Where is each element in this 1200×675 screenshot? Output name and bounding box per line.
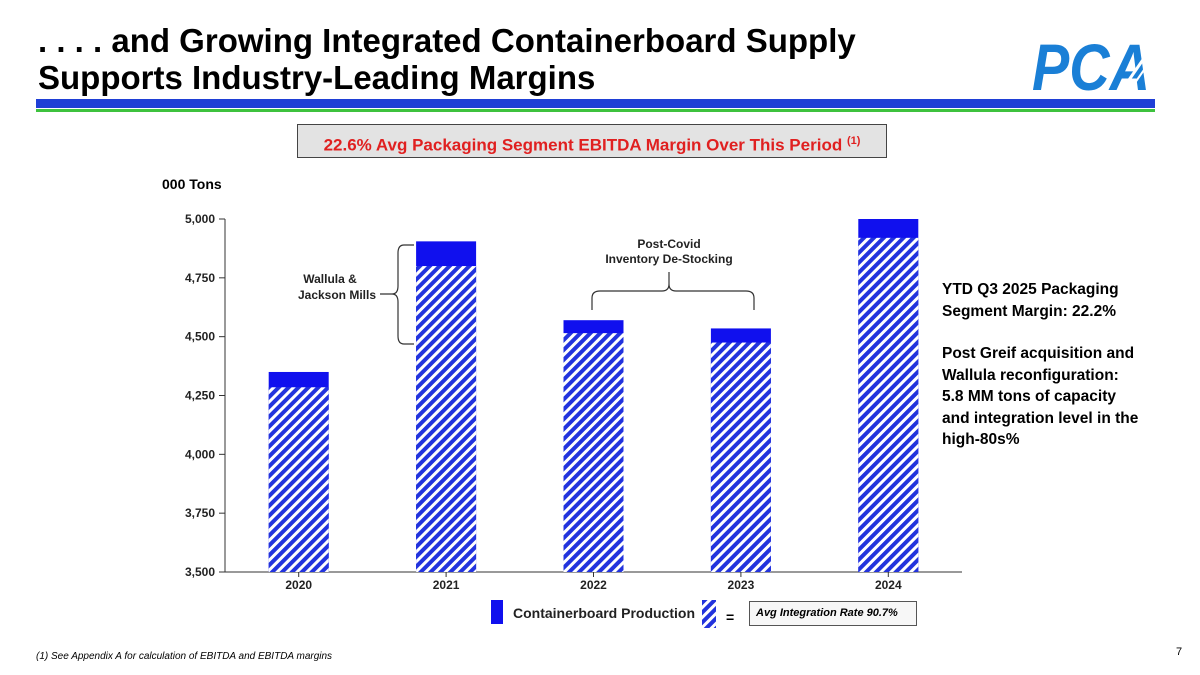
bar-integration-2023 xyxy=(710,342,771,572)
y-axis-unit-label: 000 Tons xyxy=(162,176,222,192)
y-tick-label: 3,500 xyxy=(185,565,215,579)
page-title: . . . . and Growing Integrated Container… xyxy=(38,22,856,96)
logo-swoosh-2 xyxy=(1129,43,1162,91)
bar-integration-2022 xyxy=(563,333,624,572)
legend-swatch-integration xyxy=(702,600,716,628)
annotation-destocking-brace xyxy=(591,272,755,310)
title-rule-blue xyxy=(36,99,1155,108)
logo-text: PCA xyxy=(1032,32,1150,96)
legend-equals-sign: = xyxy=(726,609,735,625)
side-text-greif: Post Greif acquisition and Wallula recon… xyxy=(942,345,1139,448)
title-rule-green xyxy=(36,109,1155,112)
annotation-wallula-line1: Wallula & xyxy=(303,272,357,286)
side-text-margin: YTD Q3 2025 Packaging Segment Margin: 22… xyxy=(942,281,1119,320)
y-tick-label: 4,750 xyxy=(185,271,215,285)
title-line-2: Supports Industry-Leading Margins xyxy=(38,59,596,96)
x-tick-label-2022: 2022 xyxy=(580,578,607,592)
y-tick-label: 4,250 xyxy=(185,389,215,403)
bar-integration-2020 xyxy=(268,387,329,572)
y-tick-label: 4,500 xyxy=(185,330,215,344)
banner-text: 22.6% Avg Packaging Segment EBITDA Margi… xyxy=(323,135,843,155)
side-commentary: YTD Q3 2025 Packaging Segment Margin: 22… xyxy=(942,279,1142,451)
bar-integration-2021 xyxy=(416,266,477,572)
x-tick-label-2021: 2021 xyxy=(433,578,460,592)
annotation-destocking-line2: Inventory De-Stocking xyxy=(605,252,732,266)
x-tick-label-2023: 2023 xyxy=(728,578,755,592)
pca-logo: PCA xyxy=(1030,32,1162,96)
margin-banner: 22.6% Avg Packaging Segment EBITDA Margi… xyxy=(297,124,887,158)
legend-swatch-production xyxy=(491,600,503,624)
annotation-wallula-brace xyxy=(380,244,414,345)
bar-integration-2024 xyxy=(858,237,919,572)
annotation-wallula-line2: Jackson Mills xyxy=(298,288,376,302)
logo-swoosh xyxy=(1120,37,1160,91)
y-tick-label: 3,750 xyxy=(185,506,215,520)
y-tick-label: 4,000 xyxy=(185,447,215,461)
title-line-1: . . . . and Growing Integrated Container… xyxy=(38,22,856,59)
annotation-destocking-line1: Post-Covid xyxy=(637,237,700,251)
legend-integration-rate: Avg Integration Rate 90.7% xyxy=(749,601,917,626)
x-tick-label-2020: 2020 xyxy=(285,578,312,592)
legend-label-production: Containerboard Production xyxy=(513,605,695,621)
footnote: (1) See Appendix A for calculation of EB… xyxy=(36,651,333,662)
x-tick-label-2024: 2024 xyxy=(875,578,902,592)
y-tick-label: 5,000 xyxy=(185,212,215,226)
page-number: 7 xyxy=(1176,646,1183,658)
banner-footnote-ref: (1) xyxy=(846,135,861,147)
